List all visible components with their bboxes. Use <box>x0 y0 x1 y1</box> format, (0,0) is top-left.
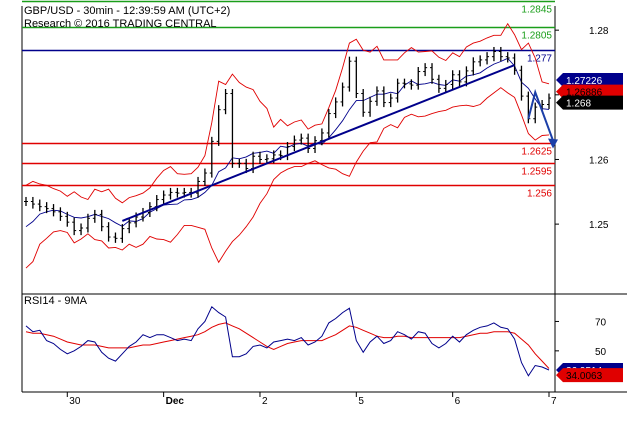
rsi-box-1 <box>556 368 623 383</box>
price-box-2 <box>556 95 623 110</box>
chart-subtitle: Research © 2016 TRADING CENTRAL <box>24 18 217 30</box>
level-label-2: 1.277 <box>527 54 552 65</box>
rsi-title: RSI14 - 9MA <box>24 295 88 307</box>
trendline-0 <box>121 64 515 222</box>
rsi-ma-line <box>25 322 550 369</box>
trendline-group <box>121 64 558 222</box>
level-label-4: 1.2595 <box>521 167 552 178</box>
level-label-3: 1.2625 <box>521 147 552 158</box>
time-tick-label-0: 30 <box>69 396 81 407</box>
price-box-label-1: 1.26886 <box>566 88 603 99</box>
time-tick-label-1: Dec <box>166 396 185 407</box>
rsi-panel <box>25 305 550 377</box>
projection-arrow-line <box>527 88 554 141</box>
price-box-1 <box>556 84 623 99</box>
bollinger-upper-line <box>25 22 550 204</box>
price-tick-label-1: 1.26 <box>589 155 609 166</box>
level-label-1: 1.2805 <box>521 31 552 42</box>
time-tick-label-5: 7 <box>551 396 557 407</box>
bollinger-lower-line <box>25 87 550 269</box>
time-tick-label-2: 2 <box>262 396 268 407</box>
level-label-0: 1.2845 <box>521 5 552 16</box>
time-tick-label-4: 6 <box>455 396 461 407</box>
time-tick-label-3: 5 <box>358 396 364 407</box>
chart-title: GBP/USD - 30min - 12:39:59 AM (UTC+2) <box>24 5 230 17</box>
price-tick-label-3: 1.28 <box>589 26 609 37</box>
rsi-tick-label-0: 50 <box>595 347 607 358</box>
chart-frame <box>21 6 627 393</box>
rsi-line <box>25 305 550 377</box>
level-lines: 1.2845 1.2805 1.277 1.2625 1.2595 1.256 <box>22 0 555 200</box>
price-box-label-0: 1.27226 <box>566 76 603 87</box>
level-label-5: 1.256 <box>527 189 552 200</box>
rsi-box-label-1: 34.0063 <box>566 371 603 382</box>
price-box-label-2: 1.268 <box>566 99 591 110</box>
price-series <box>24 46 551 243</box>
price-box-0 <box>556 72 623 87</box>
price-tick-label-0: 1.25 <box>589 220 609 231</box>
rsi-tick-label-1: 70 <box>595 317 607 328</box>
projection-arrow-head <box>548 138 558 149</box>
